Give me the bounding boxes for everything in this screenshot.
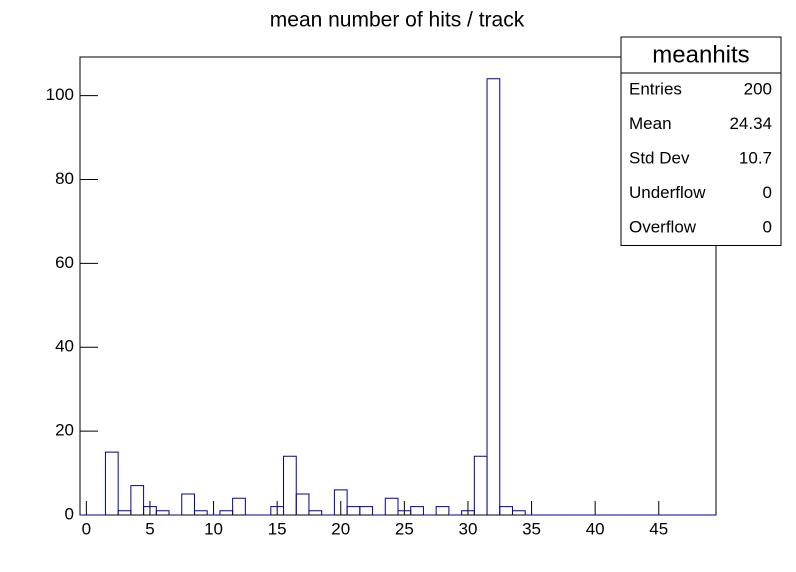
x-tick-label: 30: [458, 519, 477, 538]
histogram-bin: [295, 493, 310, 515]
histogram-bin: [283, 455, 297, 515]
stats-label: Std Dev: [629, 149, 690, 168]
x-tick-label: 10: [204, 519, 223, 538]
stats-value: 200: [744, 80, 772, 99]
x-tick-label: 5: [145, 519, 154, 538]
x-tick-label: 45: [649, 519, 668, 538]
histogram-bin: [104, 451, 119, 515]
y-tick-label: 40: [55, 337, 74, 356]
stats-value: 0: [763, 183, 772, 202]
stats-box: [620, 36, 782, 246]
x-tick-label: 20: [331, 519, 350, 538]
y-tick-label: 0: [65, 504, 74, 523]
histogram-bin: [486, 78, 501, 515]
histogram-bin: [232, 497, 246, 515]
histogram-bin: [384, 497, 399, 515]
x-tick-label: 40: [586, 519, 605, 538]
histogram-bin: [511, 510, 526, 515]
histogram-bin: [359, 506, 374, 515]
stats-label: Entries: [629, 80, 682, 99]
y-tick-label: 60: [55, 253, 74, 272]
stats-label: Overflow: [629, 218, 697, 237]
histogram-bin: [435, 506, 450, 515]
y-tick-label: 20: [55, 421, 74, 440]
x-tick-label: 0: [82, 519, 91, 538]
histogram-bin: [193, 510, 208, 515]
x-tick-label: 15: [268, 519, 287, 538]
histogram-bin: [181, 493, 195, 515]
x-tick-label: 35: [522, 519, 541, 538]
histogram-bin: [155, 510, 170, 515]
stats-label: Mean: [629, 114, 672, 133]
stats-value: 24.34: [729, 114, 772, 133]
chart-title: mean number of hits / track: [270, 9, 525, 32]
y-tick-label: 100: [46, 85, 74, 104]
histogram-bin: [130, 485, 145, 515]
y-tick-label: 80: [55, 169, 74, 188]
histogram-bin: [333, 489, 348, 515]
histogram-bin: [308, 510, 323, 515]
stats-title: meanhits: [652, 41, 749, 68]
stats-value: 10.7: [739, 149, 772, 168]
histogram-bin: [410, 506, 424, 515]
stats-label: Underflow: [629, 183, 706, 202]
x-tick-label: 25: [395, 519, 414, 538]
stats-value: 0: [763, 218, 772, 237]
